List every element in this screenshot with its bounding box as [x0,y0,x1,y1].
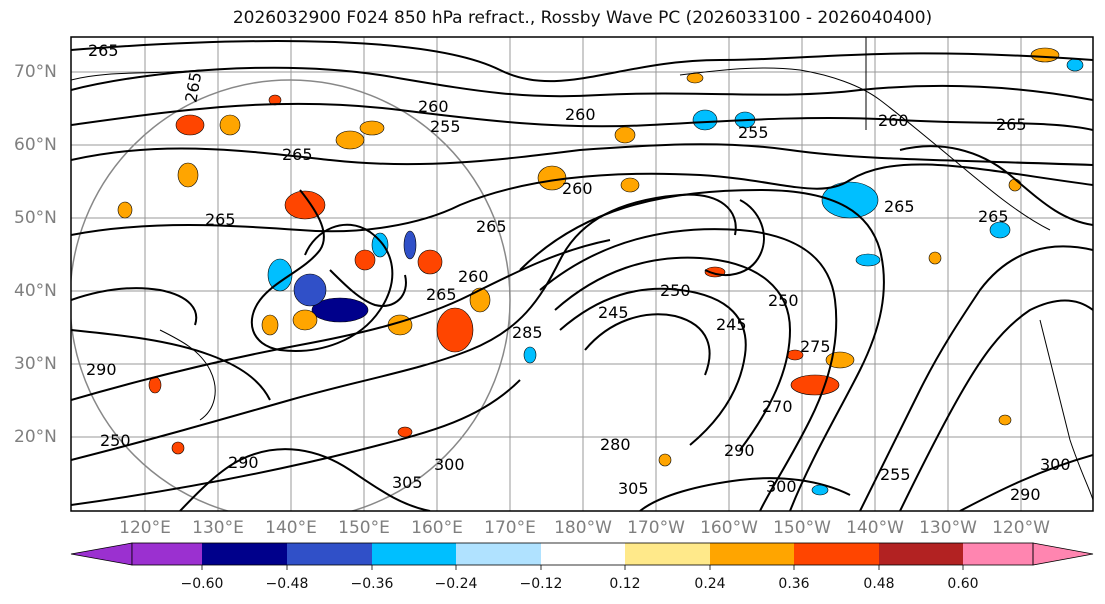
colorbar-segment [879,543,963,565]
contour-label: 250 [660,281,691,300]
colorbar-tick-label: 0.48 [863,576,895,592]
contour-label: 265 [282,145,313,164]
contour-label: 300 [766,477,797,496]
lon-label: 120°E [119,518,171,538]
colorbar [70,542,1094,570]
colorbar-extend-high [1032,542,1094,566]
contour-label: 290 [86,360,117,379]
contour-label: 265 [978,207,1009,226]
contour-label: 260 [562,179,593,198]
colorbar-extend-low [70,542,133,566]
colorbar-tick-label: 0.60 [947,576,979,592]
lat-label: 50°N [14,208,57,228]
colorbar-segment [202,543,287,565]
colorbar-outline [131,542,1034,566]
colorbar-tick-label: 0.36 [778,576,810,592]
lon-label: 120°W [992,518,1050,538]
colorbar-segment [625,543,710,565]
lat-label: 20°N [14,427,57,447]
colorbar-tick-label: −0.24 [434,576,478,592]
contour-label: 265 [996,115,1027,134]
contour-label: 260 [878,111,909,130]
lon-label: 140°E [265,518,317,538]
colorbar-segment [963,543,1033,565]
contour-label: 245 [598,303,629,322]
contour-label: 290 [1010,485,1041,504]
contour-label-group: 265 265 260 255 260 255 260 265 265 265 … [86,41,1071,504]
coastlines [71,37,1093,501]
contour-label: 260 [418,97,449,116]
lat-label: 40°N [14,281,57,301]
contour-label: 260 [565,105,596,124]
colorbar-tick-label: −0.48 [265,576,309,592]
lat-label: 60°N [14,135,57,155]
contour-label: 265 [205,210,236,229]
colorbar-tick-label: −0.12 [519,576,563,592]
lat-label: 70°N [14,62,57,82]
contour-label: 250 [100,431,131,450]
contour-label: 305 [618,479,649,498]
colorbar-segment [456,543,541,565]
contour-label: 290 [228,453,259,472]
contour-label: 275 [800,337,831,356]
contour-label: 300 [434,455,465,474]
contour-label: 255 [738,123,769,142]
map-title: 2026032900 F024 850 hPa refract., Rossby… [232,8,933,28]
map-area: 265 265 260 255 260 255 260 265 265 265 … [71,37,1093,511]
contour-label: 245 [716,315,747,334]
contour-label: 260 [458,267,489,286]
colorbar-segment [287,543,372,565]
lon-label: 150°W [773,518,831,538]
colorbar-tick-label: −0.36 [350,576,394,592]
contour-label: 280 [600,435,631,454]
graticule [71,37,1093,511]
contour-label: 300 [1040,455,1071,474]
contour-label: 305 [392,473,423,492]
colorbar-tick-label: 0.12 [609,576,641,592]
colorbar-segment [541,543,625,565]
lon-label: 150°E [338,518,390,538]
lon-label: 180°W [554,518,612,538]
lon-label: 140°W [846,518,904,538]
contour-label: 265 [476,217,507,236]
range-ring [71,79,511,511]
lon-label: 160°W [700,518,758,538]
lon-label: 170°W [627,518,685,538]
contour-label: 285 [512,323,543,342]
colorbar-segment [794,543,879,565]
lon-label: 160°E [411,518,463,538]
contour-label: 265 [884,197,915,216]
contour-label: 250 [768,291,799,310]
contour-label: 265 [88,41,119,60]
contour-label: 255 [430,117,461,136]
contour-label: 265 [426,285,457,304]
colorbar-segment [372,543,456,565]
colorbar-tick-label: −0.60 [180,576,224,592]
colorbar-segment [132,543,202,565]
contour-label: 290 [724,441,755,460]
contour-label: 255 [880,465,911,484]
lon-label: 130°E [192,518,244,538]
map-frame [70,36,1094,512]
colorbar-segment [710,543,794,565]
lon-label: 130°W [919,518,977,538]
lon-label: 170°E [484,518,536,538]
contour-lines [71,40,1093,511]
lat-label: 30°N [14,354,57,374]
contour-label: 270 [762,397,793,416]
colorbar-tick-label: 0.24 [694,576,726,592]
